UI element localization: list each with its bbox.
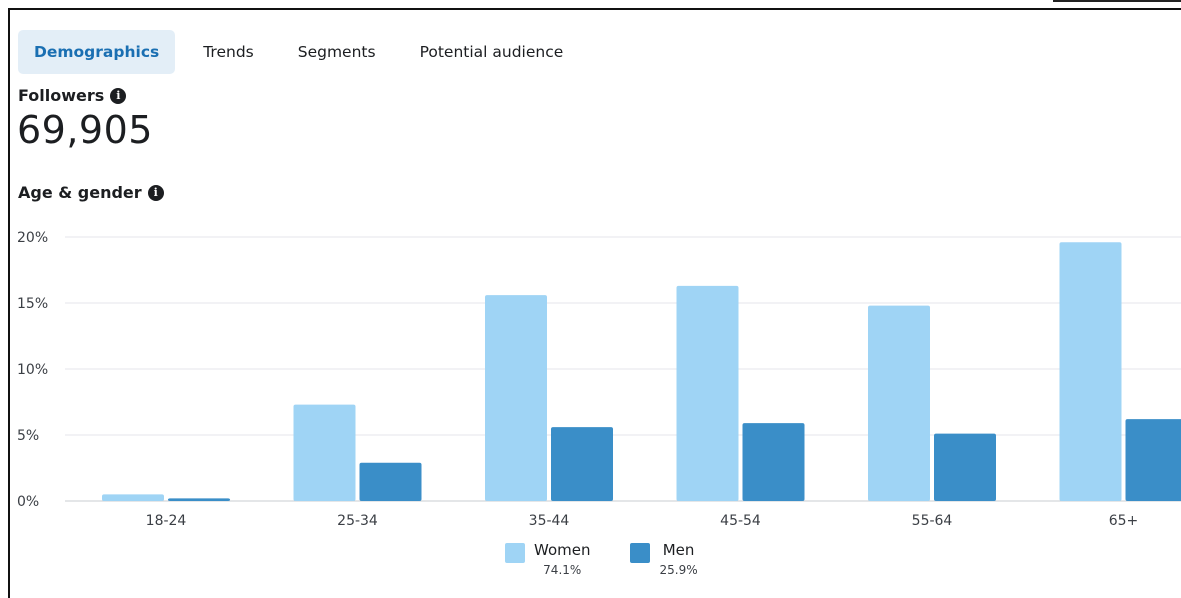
- tab-trends[interactable]: Trends: [203, 43, 254, 61]
- legend-item-women[interactable]: Women 74.1%: [505, 541, 590, 577]
- legend-pct-men: 25.9%: [659, 563, 698, 577]
- bar-men-45-54: [742, 423, 805, 501]
- legend-name-men: Men: [662, 541, 695, 559]
- bar-men-65+: [1125, 419, 1181, 501]
- chart-legend: Women 74.1% Men 25.9%: [505, 541, 698, 577]
- x-tick-label: 45-54: [720, 513, 761, 529]
- y-tick-label: 20%: [17, 230, 48, 246]
- info-icon[interactable]: i: [147, 184, 164, 201]
- tab-potential-audience[interactable]: Potential audience: [419, 43, 564, 61]
- x-tick-label: 35-44: [529, 513, 570, 529]
- info-icon[interactable]: i: [110, 87, 127, 104]
- y-tick-label: 15%: [17, 296, 48, 312]
- y-tick-label: 0%: [17, 494, 39, 510]
- legend-name-women: Women: [534, 541, 591, 559]
- followers-label: Followers i: [18, 86, 127, 105]
- bar-women-55-64: [868, 305, 930, 501]
- x-tick-label: 65+: [1109, 513, 1139, 529]
- age-gender-label-text: Age & gender: [18, 183, 142, 202]
- y-tick-label: 5%: [17, 428, 39, 444]
- legend-pct-women: 74.1%: [543, 563, 582, 577]
- bar-men-55-64: [934, 433, 996, 501]
- y-tick-label: 10%: [17, 362, 48, 378]
- x-tick-label: 25-34: [337, 513, 378, 529]
- x-tick-label: 55-64: [912, 513, 953, 529]
- bar-men-35-44: [551, 427, 613, 501]
- tab-bar: Demographics Trends Segments Potential a…: [18, 30, 591, 74]
- top-divider: [1053, 0, 1181, 2]
- followers-count: 69,905: [17, 108, 153, 152]
- tab-segments[interactable]: Segments: [297, 43, 376, 61]
- bar-men-18-24: [168, 498, 230, 501]
- bar-women-35-44: [485, 295, 547, 501]
- legend-swatch-women: [505, 543, 525, 563]
- tab-demographics[interactable]: Demographics: [18, 30, 176, 74]
- bar-women-65+: [1059, 242, 1122, 501]
- bar-women-45-54: [676, 285, 739, 501]
- bar-men-25-34: [359, 462, 422, 501]
- panel-frame: [8, 8, 1181, 598]
- legend-swatch-men: [630, 543, 651, 563]
- bar-women-25-34: [293, 404, 356, 501]
- followers-label-text: Followers: [18, 86, 105, 105]
- x-tick-label: 18-24: [146, 513, 187, 529]
- legend-item-men[interactable]: Men 25.9%: [630, 541, 698, 577]
- bar-women-18-24: [102, 494, 164, 501]
- age-gender-label: Age & gender i: [18, 183, 164, 202]
